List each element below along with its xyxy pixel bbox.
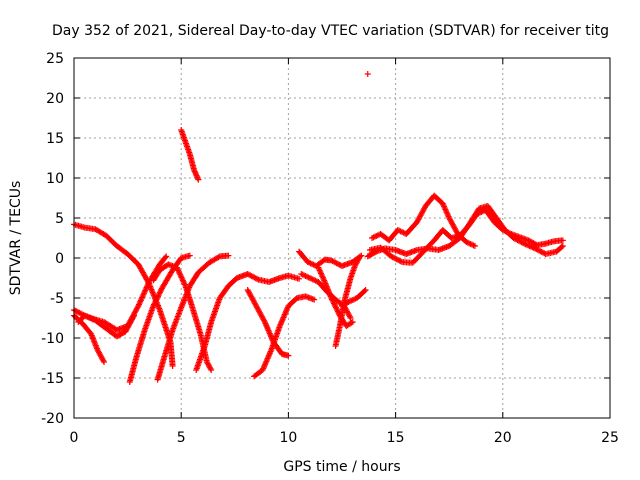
series-track-15 — [315, 264, 356, 329]
data-point — [332, 304, 339, 311]
y-tick-label: -15 — [41, 371, 64, 387]
x-tick-label: 20 — [494, 430, 512, 446]
data-point — [334, 307, 341, 314]
data-point — [355, 256, 362, 263]
data-marks — [71, 71, 566, 385]
y-tick-label: 15 — [46, 131, 64, 147]
data-point — [215, 254, 222, 261]
data-point — [156, 290, 163, 297]
x-tick-label: 10 — [279, 430, 297, 446]
data-point — [150, 301, 157, 308]
data-point — [362, 287, 369, 293]
data-point — [191, 168, 198, 175]
data-point — [225, 252, 232, 259]
data-point — [169, 363, 176, 369]
data-point — [193, 172, 200, 179]
data-point — [332, 303, 339, 310]
series-track-9 — [178, 127, 202, 183]
data-point — [328, 296, 335, 303]
y-tick-label: 10 — [46, 171, 64, 187]
data-point — [356, 255, 363, 261]
data-point — [330, 300, 337, 307]
series-track-11 — [251, 293, 318, 380]
data-point — [156, 289, 163, 296]
data-point — [285, 352, 292, 359]
data-point — [333, 305, 340, 312]
data-point — [100, 357, 107, 364]
x-axis-title: GPS time / hours — [283, 459, 400, 475]
series-track-14 — [332, 255, 363, 349]
y-tick-label: 0 — [55, 251, 64, 267]
y-tick-label: 25 — [46, 51, 64, 67]
data-point — [397, 258, 404, 265]
data-point — [152, 298, 159, 305]
data-point — [152, 297, 159, 304]
data-point — [154, 294, 161, 301]
data-point — [157, 288, 164, 295]
series-track-5 — [126, 252, 193, 385]
data-point — [471, 243, 478, 249]
data-point — [207, 365, 214, 372]
data-point — [191, 167, 198, 173]
data-point — [330, 299, 337, 306]
data-point — [195, 176, 202, 183]
data-point — [329, 297, 336, 304]
plot-frame — [73, 57, 611, 419]
y-tick-label: -5 — [50, 291, 64, 307]
data-point — [208, 367, 215, 373]
data-point — [192, 169, 199, 176]
data-point — [335, 309, 342, 316]
y-tick-label: 20 — [46, 91, 64, 107]
data-point — [155, 292, 162, 299]
data-point — [331, 301, 338, 308]
y-tick-label: -10 — [41, 331, 64, 347]
data-point — [296, 275, 303, 282]
series-track-4 — [75, 253, 170, 333]
x-tick-label: 15 — [387, 430, 405, 446]
data-point — [163, 253, 170, 260]
x-tick-label: 25 — [601, 430, 619, 446]
data-point — [328, 295, 335, 301]
chart-title: Day 352 of 2021, Sidereal Day-to-day VTE… — [52, 23, 609, 39]
data-point — [186, 252, 193, 259]
data-point — [192, 171, 199, 178]
series-track-19 — [366, 207, 566, 266]
data-point — [558, 243, 565, 250]
y-tick-label: -20 — [41, 411, 64, 427]
series-track-18 — [369, 192, 478, 249]
x-tick-label: 5 — [177, 430, 186, 446]
data-point — [153, 296, 160, 303]
data-point — [559, 243, 566, 249]
series-track-7 — [150, 261, 215, 373]
y-axis-title: SDTVAR / TECUs — [8, 181, 24, 296]
data-point — [134, 304, 141, 311]
data-point — [347, 315, 354, 321]
data-point — [150, 303, 157, 309]
data-point — [162, 254, 169, 261]
data-point — [154, 293, 161, 300]
y-axis-ticks: -20 -15 -10 -5 0 5 10 15 20 25 — [41, 51, 610, 427]
data-point — [559, 237, 566, 244]
data-point — [151, 300, 158, 307]
data-point — [346, 313, 353, 320]
y-tick-label: 5 — [55, 211, 64, 227]
data-point — [194, 173, 201, 180]
data-point — [254, 275, 261, 282]
series-outlier — [364, 71, 371, 77]
grid-lines — [74, 58, 610, 418]
data-point — [349, 319, 356, 325]
x-axis-ticks: 0 5 10 15 20 25 — [70, 58, 619, 446]
data-point — [364, 71, 371, 77]
data-point — [334, 308, 341, 315]
data-point — [194, 175, 201, 182]
series-track-16 — [339, 287, 369, 309]
data-point — [361, 288, 368, 294]
data-point — [311, 296, 318, 303]
series-track-8 — [193, 271, 303, 373]
data-point — [261, 317, 268, 324]
x-tick-label: 0 — [70, 430, 79, 446]
data-point — [101, 359, 108, 365]
data-point — [348, 319, 355, 326]
